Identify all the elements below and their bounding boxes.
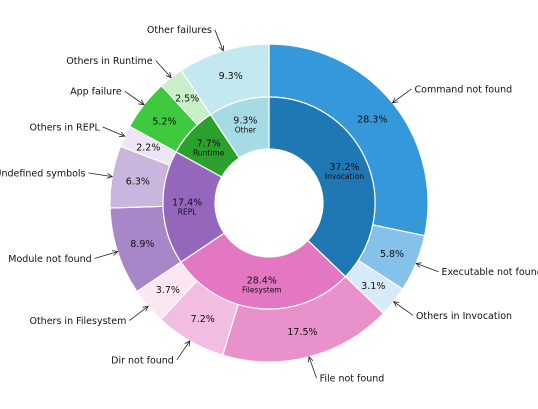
annotation-arrowhead-executable-not-found: [415, 262, 422, 268]
annotation-arrow-module-not-found: [94, 251, 118, 259]
inner-ring: 37.2%Invocation 28.4%Filesystem 17.4%REPL 7…: [162, 96, 376, 310]
outer-category-label-command-not-found: Command not found: [415, 84, 513, 95]
annotation-arrow-file-not-found: [308, 356, 317, 379]
outer-value-label-executable-not-found: 5.8%: [380, 249, 404, 260]
outer-value-label-file-not-found: 17.5%: [287, 327, 317, 338]
annotation-arrowhead-dir-not-found: [184, 340, 191, 347]
outer-category-label-undefined-symbols: Undefined symbols: [0, 169, 86, 180]
outer-labels: Command not found Executable not found Oth…: [0, 25, 538, 385]
outer-value-label-undefined-symbols: 6.3%: [126, 176, 150, 187]
annotation-arrow-other-failures: [214, 29, 224, 51]
outer-value-label-module-not-found: 8.9%: [130, 239, 154, 250]
annotation-arrow-others-in-invocation: [393, 301, 414, 316]
inner-value-label-invocation: 37.2%: [329, 162, 359, 173]
inner-slice-other: [209, 96, 270, 159]
annotation-arrow-dir-not-found: [176, 340, 191, 361]
annotation-arrowhead-file-not-found: [307, 356, 314, 363]
inner-category-label-runtime: Runtime: [193, 148, 225, 157]
annotation-arrowhead-command-not-found: [391, 97, 399, 104]
outer-category-label-others-in-runtime: Others in Runtime: [66, 56, 152, 67]
annotation-arrowhead-other-failures: [218, 45, 225, 52]
inner-category-label-repl: REPL: [178, 208, 197, 217]
outer-value-label-others-in-filesystem: 3.7%: [156, 285, 180, 296]
outer-value-label-others-in-repl: 2.2%: [136, 143, 160, 154]
annotation-arrow-others-in-repl: [102, 126, 125, 137]
outer-category-label-other-failures: Other failures: [147, 25, 212, 36]
outer-value-label-app-failure: 5.2%: [152, 116, 176, 127]
annotation-arrow-app-failure: [124, 90, 145, 106]
annotation-arrow-command-not-found: [392, 88, 412, 104]
inner-category-label-invocation: Invocation: [325, 172, 364, 181]
outer-category-label-file-not-found: File not found: [320, 374, 385, 385]
annotation-arrowhead-others-in-invocation: [392, 301, 400, 307]
outer-value-label-others-in-invocation: 3.1%: [361, 281, 385, 292]
annotation-arrow-undefined-symbols: [88, 172, 113, 178]
annotation-arrowhead-app-failure: [138, 99, 145, 106]
outer-category-label-others-in-invocation: Others in Invocation: [416, 311, 512, 322]
inner-category-label-filesystem: Filesystem: [242, 286, 282, 295]
outer-ring: 28.3% 5.8% 3.1% 17.5% 7.2% 3.7% 8.9% 6.3% 2.2% 5.…: [109, 43, 429, 363]
outer-category-label-executable-not-found: Executable not found: [441, 267, 538, 278]
outer-category-label-others-in-repl: Others in REPL: [29, 122, 100, 133]
outer-value-label-other-failures: 9.3%: [219, 71, 243, 82]
annotation-arrow-others-in-filesystem: [129, 305, 149, 321]
inner-slice-filesystem: [180, 232, 347, 310]
inner-value-label-filesystem: 28.4%: [247, 276, 277, 287]
outer-category-label-dir-not-found: Dir not found: [111, 355, 174, 366]
annotation-arrowhead-others-in-repl: [119, 131, 126, 137]
inner-value-label-repl: 17.4%: [172, 198, 202, 209]
inner-value-label-other: 9.3%: [233, 115, 257, 126]
outer-value-label-command-not-found: 28.3%: [357, 115, 387, 126]
outer-category-label-module-not-found: Module not found: [8, 254, 91, 265]
inner-category-label-other: Other: [235, 125, 257, 134]
annotation-arrowhead-module-not-found: [112, 250, 119, 256]
annotation-arrow-executable-not-found: [415, 263, 439, 273]
outer-category-label-app-failure: App failure: [70, 87, 122, 98]
outer-category-label-others-in-filesystem: Others in Filesystem: [29, 316, 126, 327]
outer-value-label-dir-not-found: 7.2%: [191, 314, 215, 325]
annotation-arrowhead-others-in-filesystem: [142, 305, 149, 312]
outer-value-label-others-in-runtime: 2.5%: [175, 94, 199, 105]
annotation-arrowhead-others-in-runtime: [165, 72, 172, 79]
inner-slice-invocation: [268, 96, 376, 278]
inner-value-label-runtime: 7.7%: [197, 138, 221, 149]
annotation-arrow-others-in-runtime: [155, 60, 172, 78]
annotation-arrowhead-undefined-symbols: [106, 173, 114, 179]
